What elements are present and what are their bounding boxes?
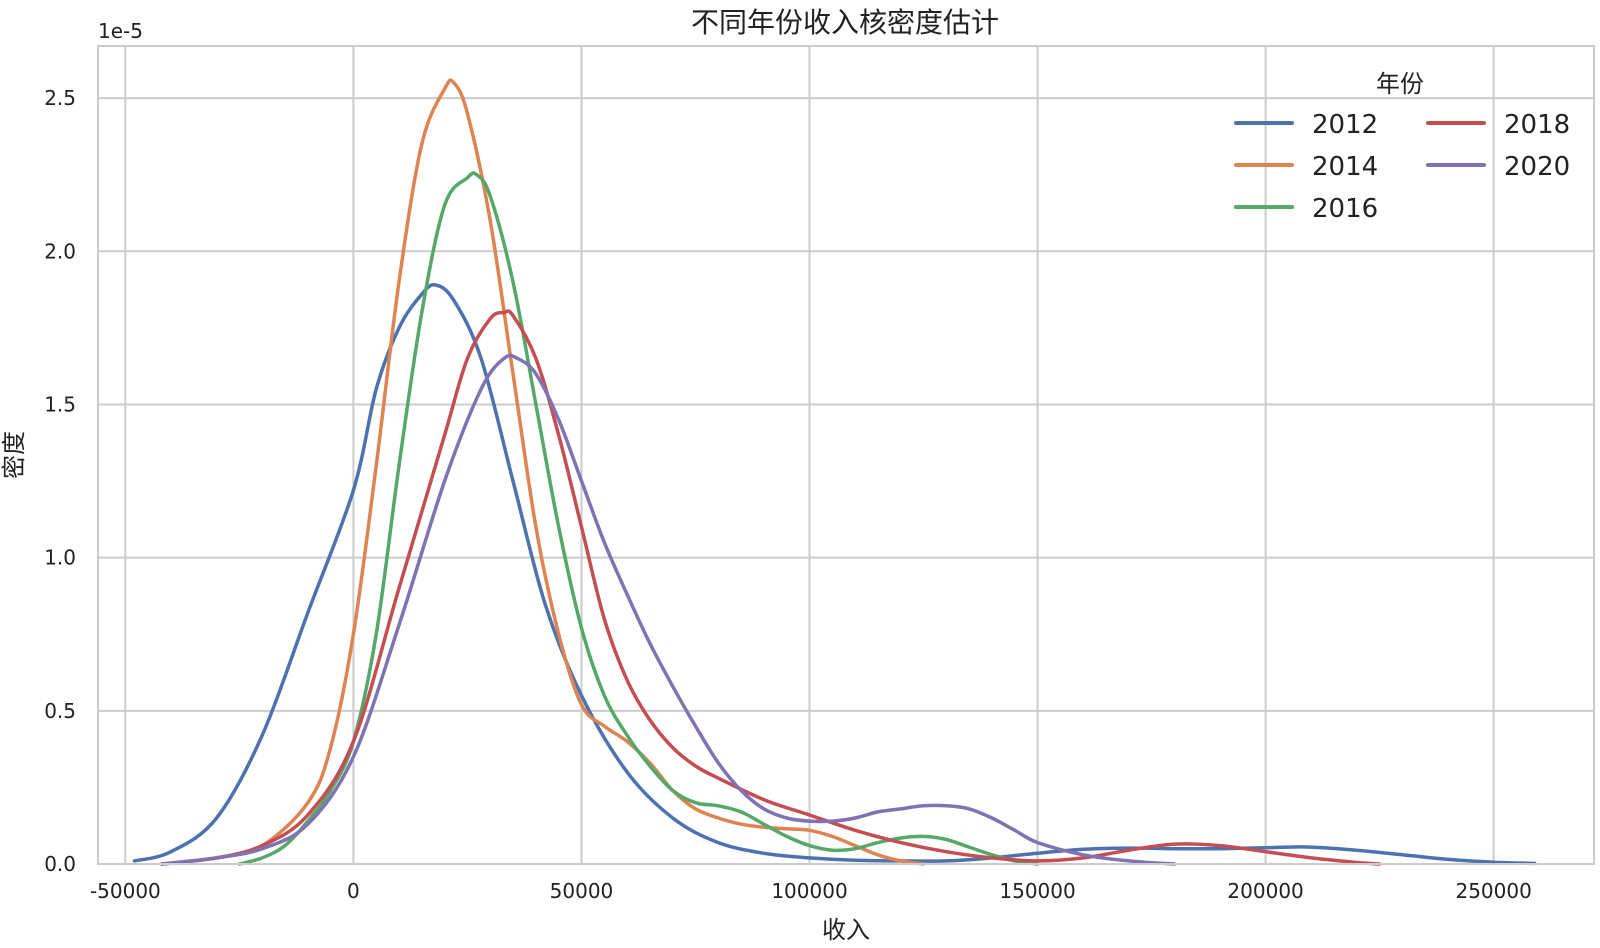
x-axis-ticks: -50000 0 50000 100000 150000 200000 250000 (90, 879, 1532, 903)
series-line-2018 (160, 309, 1382, 866)
legend-label-2018: 2018 (1504, 110, 1570, 140)
y-tick-label: 2.0 (44, 239, 76, 263)
y-tick-label: 2.5 (44, 86, 76, 110)
y-tick-label: 0.5 (44, 699, 76, 723)
legend-title: 年份 (1376, 70, 1424, 98)
series-line-2016 (237, 171, 1040, 866)
series-line-2012 (132, 283, 1537, 866)
legend-label-2020: 2020 (1504, 152, 1570, 182)
x-tick-label: 150000 (999, 879, 1075, 903)
y-axis-offset-label: 1e-5 (98, 19, 143, 43)
legend-label-2014: 2014 (1312, 152, 1378, 182)
series-line-2020 (160, 353, 1177, 866)
series-lines (132, 78, 1537, 866)
x-tick-label: -50000 (90, 879, 161, 903)
x-tick-label: 0 (347, 879, 360, 903)
y-tick-label: 0.0 (44, 852, 76, 876)
grid (98, 46, 1594, 865)
chart-title: 不同年份收入核密度估计 (691, 6, 999, 39)
y-axis-ticks: 0.0 0.5 1.0 1.5 2.0 2.5 (44, 86, 76, 876)
y-axis-label: 密度 (0, 431, 28, 479)
legend-label-2012: 2012 (1312, 110, 1378, 140)
legend: 年份 2012 2014 2016 2018 2020 (1234, 70, 1570, 224)
legend-label-2016: 2016 (1312, 194, 1378, 224)
x-tick-label: 250000 (1455, 879, 1531, 903)
series-line-2014 (160, 78, 926, 866)
x-tick-label: 50000 (550, 879, 614, 903)
plot-frame (97, 45, 1595, 865)
x-tick-label: 100000 (771, 879, 847, 903)
y-tick-label: 1.5 (44, 392, 76, 416)
x-tick-label: 200000 (1227, 879, 1303, 903)
x-axis-label: 收入 (822, 916, 870, 944)
y-tick-label: 1.0 (44, 546, 76, 570)
